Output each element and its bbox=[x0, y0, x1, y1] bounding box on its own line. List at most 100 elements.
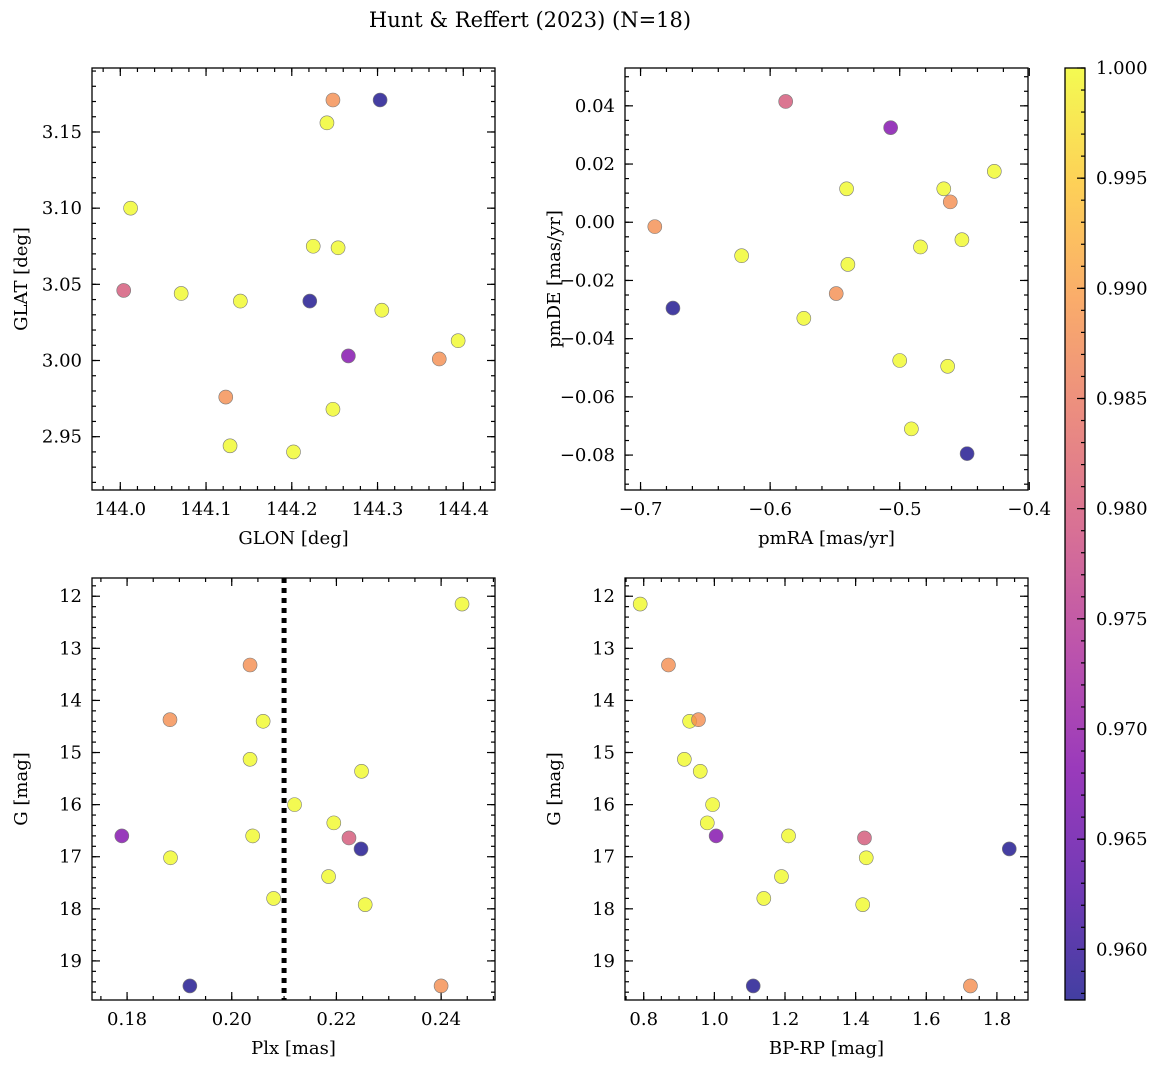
x-tick-label: −0.4 bbox=[1007, 499, 1051, 520]
data-point bbox=[357, 897, 373, 912]
x-axis-label: BP-RP [mag] bbox=[769, 1038, 884, 1059]
colorbar-tick-label: 0.970 bbox=[1096, 719, 1148, 740]
data-point bbox=[942, 194, 958, 210]
data-point bbox=[242, 752, 258, 767]
axes-frame bbox=[91, 577, 496, 1001]
x-tick-label: 144.2 bbox=[266, 499, 318, 520]
axis-ticks bbox=[92, 68, 495, 490]
data-point bbox=[936, 181, 952, 197]
data-point bbox=[857, 830, 872, 846]
y-tick-label: −0.06 bbox=[560, 387, 615, 408]
data-point bbox=[114, 828, 130, 844]
data-point bbox=[774, 869, 789, 884]
y-tick-label: 13 bbox=[592, 638, 615, 659]
x-tick-label: 0.8 bbox=[629, 1009, 658, 1030]
y-tick-label: 0.04 bbox=[575, 96, 615, 117]
x-tick-label: 0.22 bbox=[316, 1009, 356, 1030]
data-point bbox=[778, 94, 793, 109]
axis-ticks bbox=[625, 578, 1028, 1000]
y-axis-label: G [mag] bbox=[11, 752, 32, 825]
data-point bbox=[341, 348, 356, 364]
data-point bbox=[677, 752, 692, 767]
y-tick-label: 14 bbox=[592, 690, 615, 711]
colorbar-frame bbox=[1064, 67, 1086, 1001]
data-point bbox=[302, 293, 318, 309]
y-tick-label: 18 bbox=[592, 899, 615, 920]
y-tick-label: −0.04 bbox=[560, 329, 615, 350]
data-point bbox=[116, 283, 132, 298]
data-point bbox=[661, 657, 676, 673]
panel-pmra-pmde: −0.7 −0.6 −0.5 −0.4 −0.08 −0.06 −0.04 −0.02 0.00… bbox=[544, 67, 1051, 549]
scatter-points bbox=[632, 596, 1017, 994]
data-point bbox=[734, 248, 749, 264]
colorbar-tick-label: 0.960 bbox=[1096, 939, 1148, 960]
axis-ticks bbox=[92, 578, 495, 1000]
y-tick-label: 13 bbox=[59, 638, 82, 659]
axes-frame bbox=[91, 67, 496, 491]
y-tick-label: 19 bbox=[592, 951, 615, 972]
x-tick-label: 1.0 bbox=[700, 1009, 729, 1030]
data-point bbox=[954, 232, 970, 248]
colorbar-tick-label: 0.985 bbox=[1096, 388, 1148, 409]
data-point bbox=[354, 763, 369, 779]
colorbar-tick-label: 0.995 bbox=[1096, 168, 1148, 189]
data-point bbox=[987, 164, 1002, 179]
data-point bbox=[840, 257, 856, 272]
y-tick-label: 18 bbox=[59, 899, 82, 920]
data-point bbox=[319, 115, 335, 131]
y-tick-label: 3.10 bbox=[42, 198, 82, 219]
scatter-points bbox=[114, 596, 470, 994]
data-point bbox=[330, 240, 346, 256]
y-tick-label: 14 bbox=[59, 690, 82, 711]
data-point bbox=[454, 596, 470, 612]
colorbar: 0.960 0.965 0.970 0.975 0.980 0.985 0.990 0.995… bbox=[1064, 58, 1148, 1001]
colorbar-gradient bbox=[1065, 68, 1085, 1000]
data-point bbox=[692, 763, 708, 779]
y-tick-label: 16 bbox=[592, 795, 615, 816]
y-tick-label: 3.05 bbox=[42, 274, 82, 295]
data-point bbox=[632, 596, 648, 612]
y-tick-label: 0.02 bbox=[575, 154, 615, 175]
x-tick-label: 144.4 bbox=[438, 499, 490, 520]
data-point bbox=[904, 421, 919, 437]
data-point bbox=[163, 850, 178, 866]
colorbar-tick-label: 0.975 bbox=[1096, 609, 1148, 630]
panels: 144.0 144.1 144.2 144.3 144.4 2.95 3.00 3.05 3.1… bbox=[11, 67, 1051, 1059]
data-point bbox=[305, 238, 321, 254]
data-point bbox=[959, 446, 975, 461]
colorbar-ticks: 0.960 0.965 0.970 0.975 0.980 0.985 0.990 0.995… bbox=[1077, 58, 1148, 994]
data-point bbox=[665, 300, 681, 316]
data-point bbox=[123, 200, 138, 216]
data-point bbox=[245, 828, 260, 844]
data-point bbox=[372, 92, 388, 108]
x-axis-label: GLON [deg] bbox=[238, 528, 348, 549]
data-point bbox=[326, 815, 342, 831]
data-point bbox=[828, 286, 844, 301]
x-tick-label: 1.4 bbox=[841, 1009, 870, 1030]
data-point bbox=[374, 302, 390, 318]
data-point bbox=[255, 713, 271, 729]
y-tick-label: 3.15 bbox=[42, 122, 82, 143]
x-axis-label: Plx [mas] bbox=[251, 1038, 336, 1059]
data-point bbox=[433, 978, 449, 994]
x-tick-label: 144.3 bbox=[352, 499, 404, 520]
figure-title: Hunt & Reffert (2023) (N=18) bbox=[369, 8, 691, 32]
x-tick-label: −0.7 bbox=[619, 499, 663, 520]
panel-bprp-g: 0.8 1.0 1.2 1.4 1.6 1.8 12 13 14 15 16 17 18 19 BP-RP … bbox=[544, 577, 1029, 1059]
y-tick-label: −0.08 bbox=[560, 445, 615, 466]
data-point bbox=[963, 978, 978, 994]
y-tick-label: 17 bbox=[59, 847, 82, 868]
data-point bbox=[286, 444, 301, 460]
data-point bbox=[450, 333, 466, 349]
y-tick-label: −0.02 bbox=[560, 270, 615, 291]
data-point bbox=[233, 293, 248, 309]
y-tick-label: 15 bbox=[592, 743, 615, 764]
data-point bbox=[708, 828, 724, 844]
data-point bbox=[222, 438, 238, 454]
y-tick-label: 16 bbox=[59, 795, 82, 816]
data-point bbox=[745, 978, 761, 994]
x-tick-label: 0.24 bbox=[421, 1009, 461, 1030]
data-point bbox=[353, 841, 369, 857]
data-point bbox=[162, 712, 178, 728]
y-tick-label: 15 bbox=[59, 743, 82, 764]
